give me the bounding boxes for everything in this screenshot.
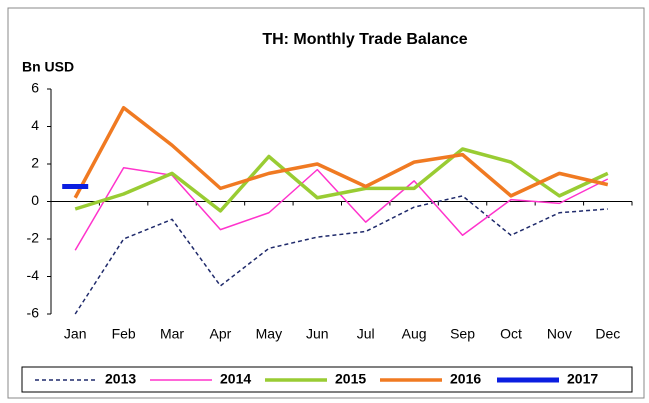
x-tick-label: Jul <box>357 326 375 342</box>
legend-label: 2014 <box>220 371 251 387</box>
series-line <box>74 167 609 251</box>
y-tick-label: 6 <box>31 80 39 96</box>
series-line <box>73 106 609 199</box>
x-tick-label: Dec <box>595 326 620 342</box>
legend-label: 2016 <box>450 371 481 387</box>
x-tick-label: Jan <box>64 326 87 342</box>
chart-frame <box>7 7 645 399</box>
legend-label: 2017 <box>567 371 598 387</box>
y-tick-label: -6 <box>27 305 40 321</box>
y-axis-label: Bn USD <box>22 59 74 75</box>
y-tick-label: -4 <box>27 267 40 283</box>
x-tick-label: Feb <box>112 326 136 342</box>
x-tick-label: Nov <box>547 326 572 342</box>
y-tick-label: 2 <box>31 155 39 171</box>
y-tick-label: 0 <box>31 192 39 208</box>
chart-title: TH: Monthly Trade Balance <box>262 31 467 48</box>
x-tick-label: Sep <box>450 326 475 342</box>
x-tick-label: Mar <box>160 326 184 342</box>
x-tick-label: Aug <box>402 326 427 342</box>
x-tick-label: Jun <box>306 326 329 342</box>
legend-label: 2013 <box>105 371 136 387</box>
x-tick-label: May <box>256 326 282 342</box>
y-tick-label: -2 <box>27 230 40 246</box>
x-tick-label: Apr <box>210 326 232 342</box>
x-tick-label: Oct <box>500 326 522 342</box>
series-line <box>74 147 609 213</box>
series-line <box>74 195 608 315</box>
y-tick-label: 4 <box>31 117 39 133</box>
legend-label: 2015 <box>335 371 366 387</box>
